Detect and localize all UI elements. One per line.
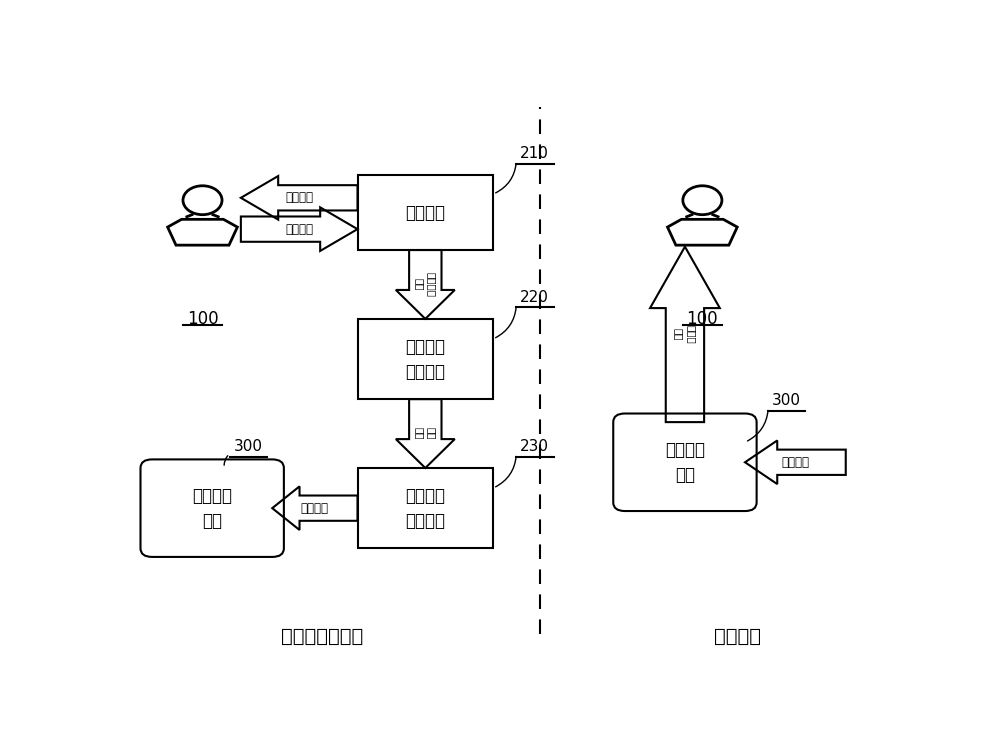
Text: 测量单元: 测量单元 <box>405 203 445 222</box>
Bar <box>358 175 493 250</box>
Bar <box>358 319 493 399</box>
Text: 100: 100 <box>187 310 218 329</box>
Text: 100: 100 <box>687 310 718 329</box>
Text: 300: 300 <box>234 439 262 454</box>
Text: 测量、设置阶段: 测量、设置阶段 <box>282 627 364 646</box>
Text: 测试激励: 测试激励 <box>285 191 313 204</box>
Text: 听觉损害
程度: 听觉损害 程度 <box>414 272 437 297</box>
Text: 用户响应: 用户响应 <box>285 223 313 235</box>
Bar <box>358 468 493 548</box>
Text: 补偿参数
计算单元: 补偿参数 计算单元 <box>405 337 445 381</box>
Text: 使用阶段: 使用阶段 <box>714 627 761 646</box>
Text: 220: 220 <box>520 290 549 305</box>
Text: 230: 230 <box>520 439 549 454</box>
Text: 补偿参数
设置单元: 补偿参数 设置单元 <box>405 486 445 530</box>
Text: 补偿参数: 补偿参数 <box>301 501 329 515</box>
Text: 声音输入: 声音输入 <box>781 456 809 469</box>
Text: 300: 300 <box>772 393 801 408</box>
Text: 激励
函数: 激励 函数 <box>414 428 437 440</box>
Text: 声音补偿
装置: 声音补偿 装置 <box>665 441 705 484</box>
Text: 210: 210 <box>520 146 549 161</box>
Text: 声音补偿
装置: 声音补偿 装置 <box>192 486 232 530</box>
Text: 补偿后
声音: 补偿后 声音 <box>674 325 696 343</box>
